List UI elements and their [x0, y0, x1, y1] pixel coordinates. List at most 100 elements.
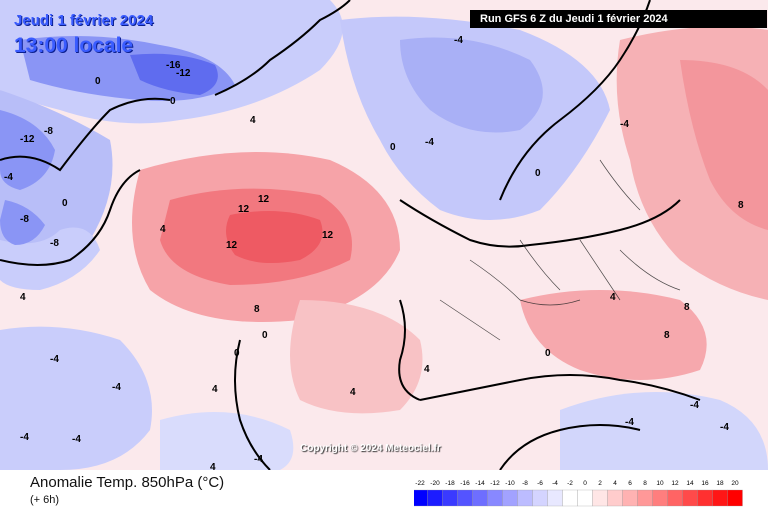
- map-label: 12: [258, 194, 270, 205]
- warm-region-iberia: [290, 300, 423, 414]
- legend-swatch: [577, 489, 593, 507]
- color-legend: -22 -20 -18 -16 -14 -12 -10 -8 -6 -4 -2 0 2 4 6 8 10 12 14…: [414, 480, 743, 507]
- legend-tick-label: 4: [613, 480, 617, 487]
- map-label: 4: [212, 384, 218, 395]
- legend-tick-label: -16: [460, 480, 470, 487]
- map-label: 0: [262, 330, 268, 341]
- legend-tick-label: 2: [598, 480, 602, 487]
- legend-tick-label: -12: [490, 480, 500, 487]
- map-label: 12: [226, 240, 238, 251]
- map-label: 0: [390, 142, 396, 153]
- coastline-canada: [0, 97, 171, 172]
- map-label: 4: [610, 292, 616, 303]
- cold-core-scandinavia: [400, 37, 543, 133]
- coastline-mediterranean: [419, 374, 701, 401]
- legend-tick-label: 0: [583, 480, 587, 487]
- coastline-africa: [234, 339, 271, 470]
- map-label: -12: [20, 134, 35, 145]
- coastline-iberia: [398, 299, 421, 401]
- legend-swatch: [532, 489, 548, 507]
- legend-swatch: [622, 489, 638, 507]
- legend-tick-label: 6: [628, 480, 632, 487]
- map-label: 8: [254, 304, 260, 315]
- legend-swatch: [487, 489, 503, 507]
- map-label: 8: [738, 200, 744, 211]
- map-label: 4: [160, 224, 166, 235]
- cold-core-newfoundland: [0, 200, 45, 245]
- legend-swatch: [697, 489, 713, 507]
- map-label: -4: [4, 172, 13, 183]
- legend-tick-label: -8: [522, 480, 528, 487]
- legend-tick-label: 20: [731, 480, 739, 487]
- warm-peak-atlantic: [226, 211, 323, 264]
- legend-swatch: [442, 489, 458, 507]
- legend-swatch: [667, 489, 683, 507]
- legend-swatch: [547, 489, 563, 507]
- legend-swatch: [682, 489, 698, 507]
- legend-tick-label: -6: [537, 480, 543, 487]
- coastline-europe-north: [399, 199, 681, 248]
- cold-region-south-atlantic: [160, 412, 294, 470]
- map-label: -4: [620, 119, 629, 130]
- legend-tick-label: -18: [445, 480, 455, 487]
- legend-tick-label: 12: [671, 480, 679, 487]
- map-label: -4: [425, 137, 434, 148]
- coastline-north-america: [0, 169, 141, 266]
- coastline-africa-east: [499, 424, 641, 470]
- legend-tick-label: -14: [475, 480, 485, 487]
- legend-swatch: [592, 489, 608, 507]
- borders: [439, 159, 681, 341]
- coastline-scandinavia: [499, 0, 651, 201]
- map-label: 0: [62, 198, 68, 209]
- map-label: -4: [690, 400, 699, 411]
- legend-tick-label: -20: [430, 480, 440, 487]
- map-label: 12: [238, 204, 250, 215]
- map-label: 0: [234, 348, 240, 359]
- map-label: -4: [454, 35, 463, 46]
- map-label: -8: [20, 214, 29, 225]
- run-banner: Run GFS 6 Z du Jeudi 1 février 2024: [470, 10, 767, 28]
- cold-core-strong: [130, 53, 218, 95]
- map-label: 0: [535, 168, 541, 179]
- legend-swatch: [562, 489, 578, 507]
- legend-tick-label: 16: [701, 480, 709, 487]
- map-label: 4: [424, 364, 430, 375]
- map-label: -8: [44, 126, 53, 137]
- cold-region-southwest: [0, 326, 152, 470]
- map-label: -4: [112, 382, 121, 393]
- legend-tick-label: 10: [656, 480, 664, 487]
- legend-swatch: [652, 489, 668, 507]
- legend-tick-label: -4: [552, 480, 558, 487]
- legend-tick-label: -10: [505, 480, 515, 487]
- map-label: 4: [350, 387, 356, 398]
- legend-swatch: [502, 489, 518, 507]
- coastlines: [0, 0, 701, 470]
- map-label: 8: [684, 302, 690, 313]
- map-label: 0: [95, 76, 101, 87]
- map-label: -4: [720, 422, 729, 433]
- legend-swatch: [414, 489, 428, 507]
- map-label: 8: [664, 330, 670, 341]
- legend-tick-label: 18: [716, 480, 724, 487]
- legend-swatch: [457, 489, 473, 507]
- map-title: Anomalie Temp. 850hPa (°C): [30, 474, 225, 491]
- map-label: 0: [170, 96, 176, 107]
- forecast-offset: (+ 6h): [30, 494, 60, 506]
- map-label: 0: [545, 348, 551, 359]
- coastline-greenland: [214, 0, 351, 96]
- map-label: -4: [50, 354, 59, 365]
- cold-region-southeast: [560, 392, 768, 470]
- map-label: -4: [20, 432, 29, 443]
- map-label: -4: [72, 434, 81, 445]
- map-label: 4: [210, 462, 216, 470]
- warm-core-russia: [680, 60, 768, 230]
- map-label: -16: [166, 60, 181, 71]
- copyright-notice: Copyright © 2024 Meteociel.fr: [300, 443, 441, 454]
- map-label: -4: [254, 454, 263, 465]
- map-label: -4: [625, 417, 634, 428]
- cold-core-canada: [0, 110, 55, 190]
- map-label: 4: [250, 115, 256, 126]
- legend-swatch: [517, 489, 533, 507]
- forecast-time: 13:00 locale: [14, 34, 134, 57]
- legend-tick-label: 8: [643, 480, 647, 487]
